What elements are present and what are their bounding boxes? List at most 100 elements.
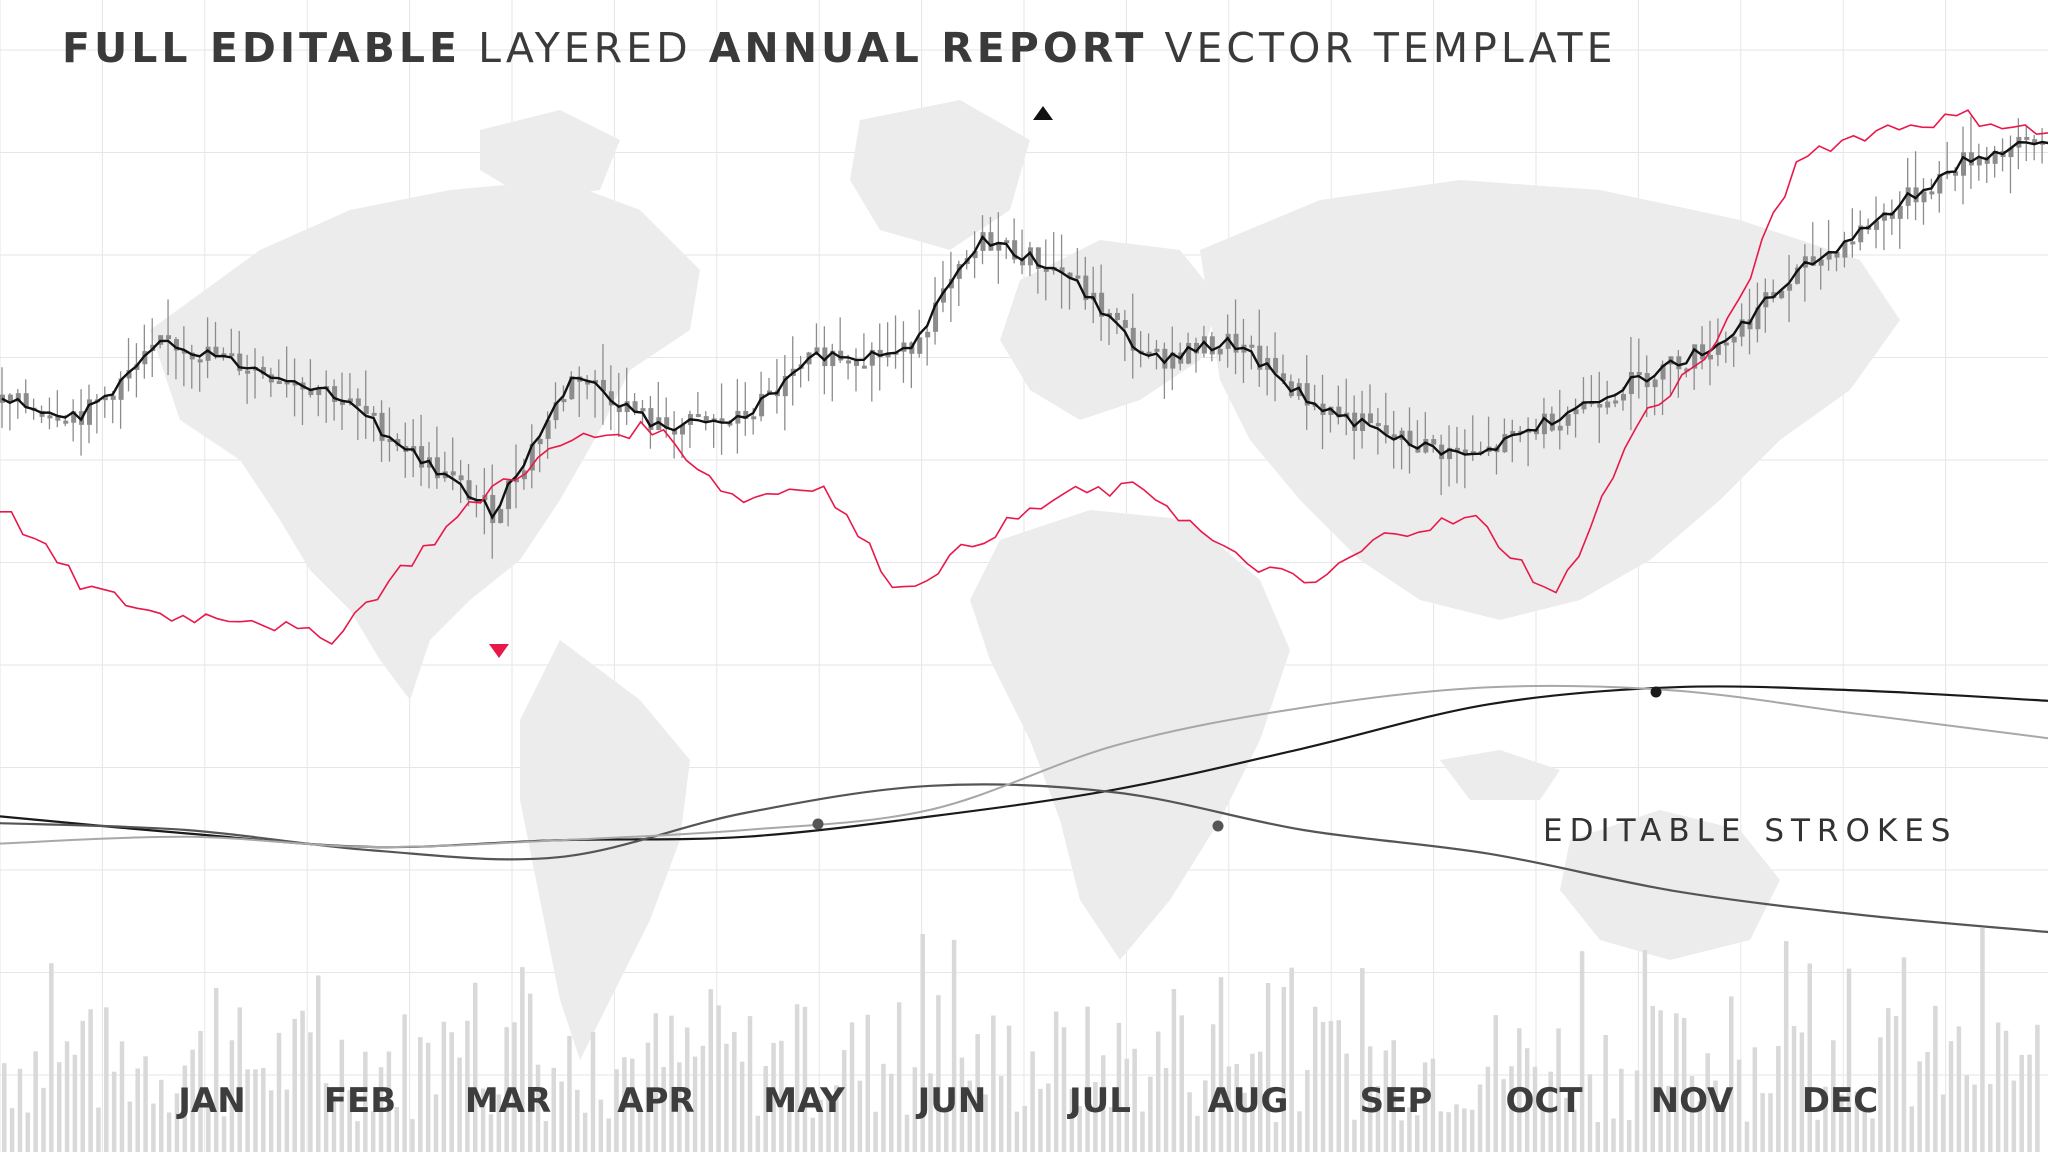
candle-body: [1012, 240, 1018, 260]
volume-bar: [1697, 1101, 1703, 1152]
volume-bar: [1768, 1093, 1773, 1152]
volume-bar: [80, 1020, 85, 1152]
volume-bar: [1344, 1053, 1349, 1152]
candle-body: [1628, 372, 1634, 395]
month-label-may: MAY: [763, 1081, 845, 1121]
title-part-1: FULL EDITABLE: [62, 24, 462, 72]
volume-bar: [1187, 1092, 1192, 1152]
candle-body: [1858, 225, 1864, 243]
candle-body: [1850, 241, 1856, 245]
volume-bar: [771, 1042, 776, 1152]
candle-body: [1605, 401, 1611, 408]
volume-bar: [881, 1063, 886, 1152]
candle-body: [474, 499, 480, 503]
candle-body: [1194, 342, 1200, 354]
month-label-oct: OCT: [1505, 1081, 1583, 1121]
candle-body: [616, 405, 622, 413]
volume-bar: [818, 1099, 823, 1152]
volume-bar: [1399, 1120, 1404, 1152]
volume-bar: [1933, 1005, 1938, 1152]
volume-bar: [1893, 1016, 1899, 1152]
candle-body: [1217, 348, 1223, 355]
volume-bar: [1273, 1121, 1279, 1152]
volume-bar: [56, 1062, 62, 1152]
volume-bar: [425, 1042, 431, 1152]
candle-body: [972, 250, 978, 259]
volume-bar: [25, 1112, 31, 1152]
candlestick-layer: [0, 116, 2046, 559]
volume-bar: [1108, 1107, 1114, 1152]
volume-bar: [1085, 1006, 1090, 1152]
volume-bar: [1736, 1059, 1742, 1152]
candle-body: [1154, 348, 1160, 352]
candle-body: [379, 412, 385, 441]
volume-bar: [1532, 1066, 1538, 1152]
candle-body: [648, 408, 654, 430]
candle-body: [1447, 447, 1453, 460]
candle-body: [2032, 139, 2038, 145]
map-asia: [1200, 180, 1900, 620]
candle-body: [498, 509, 504, 524]
map-north-america: [150, 180, 700, 700]
candle-body: [600, 379, 606, 392]
volume-bar: [826, 1094, 831, 1152]
candle-body: [332, 386, 338, 403]
candle-body: [63, 420, 69, 424]
volume-bar: [1791, 1025, 1797, 1152]
volume-bar: [991, 1015, 996, 1152]
candle-body: [1170, 352, 1176, 369]
stroke-point-dot: [1212, 820, 1224, 832]
candle-body: [221, 353, 227, 357]
volume-bar: [370, 1111, 376, 1152]
volume-bar: [1226, 1066, 1232, 1152]
volume-bar: [1438, 1111, 1444, 1152]
volume-bar: [323, 1083, 329, 1152]
volume-bar: [535, 1064, 541, 1152]
volume-bar: [1799, 1032, 1805, 1152]
candle-body: [1984, 157, 1990, 164]
candle-body: [585, 381, 591, 385]
volume-bar: [1626, 1119, 1632, 1152]
volume-bar: [975, 1034, 980, 1152]
candle-body: [1423, 439, 1429, 453]
volume-bar: [920, 933, 925, 1152]
volume-bar: [1485, 1066, 1491, 1152]
volume-bar: [449, 1032, 454, 1152]
candle-body: [363, 405, 369, 415]
volume-bar: [1124, 1058, 1130, 1152]
volume-bar: [480, 1088, 486, 1152]
candle-body: [1573, 409, 1579, 415]
candle-body: [1407, 430, 1413, 447]
candle-body: [142, 351, 148, 365]
candle-body: [466, 480, 472, 500]
month-label-jun: JUN: [916, 1081, 987, 1121]
volume-bar: [2, 1063, 7, 1152]
volume-bar: [1689, 1075, 1695, 1152]
candle-body: [853, 360, 859, 366]
month-label-jul: JUL: [1067, 1081, 1131, 1121]
volume-bar: [2027, 1054, 2032, 1152]
volume-bar: [1909, 1106, 1915, 1152]
candle-body: [1304, 383, 1310, 406]
candle-body: [1130, 327, 1136, 351]
volume-bar: [1776, 1045, 1781, 1152]
volume-bar: [1674, 1013, 1679, 1152]
volume-bar: [661, 1066, 666, 1152]
volume-bar: [1658, 1010, 1663, 1152]
volume-bar: [1587, 1074, 1593, 1152]
candle-body: [355, 398, 361, 406]
volume-bar: [1132, 1048, 1137, 1152]
volume-bar: [1595, 1121, 1601, 1152]
candle-body: [632, 401, 638, 412]
month-axis: JAN FEB MAR APR MAY JUN JUL AUG SEP OCT NOV DEC: [176, 1081, 1878, 1121]
month-label-jan: JAN: [176, 1081, 245, 1121]
candle-body: [1360, 413, 1366, 431]
volume-bar: [1148, 1076, 1153, 1152]
volume-bar: [496, 1094, 502, 1152]
volume-bar: [1305, 1070, 1310, 1152]
candle-body: [822, 347, 828, 367]
volume-bar: [504, 1027, 509, 1152]
candle-body: [1968, 152, 1974, 166]
candle-body: [767, 390, 773, 394]
